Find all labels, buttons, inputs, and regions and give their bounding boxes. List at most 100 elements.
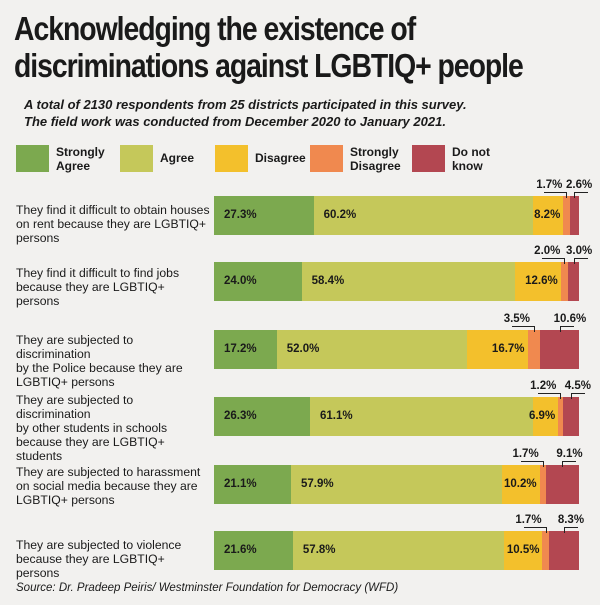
data-label: 10.6%: [553, 313, 587, 325]
chart-title: Acknowledging the existence of discrimin…: [14, 10, 599, 84]
data-label: 2.0%: [534, 245, 561, 257]
leader-line: [559, 326, 574, 327]
legend-label-line: Agree: [160, 151, 195, 165]
bar-segment: [533, 397, 559, 436]
bar-segment: [569, 196, 579, 235]
bar-segment: [504, 531, 543, 570]
data-label: 8.2%: [534, 209, 561, 221]
legend-label-line: Strongly: [56, 145, 105, 159]
legend-label-line: Disagree: [350, 159, 401, 173]
leader-line: [574, 192, 589, 193]
leader-line: [511, 326, 534, 327]
bar-row: 24.0% 58.4% 12.6%: [214, 262, 579, 301]
data-label: 60.2%: [323, 209, 357, 221]
bar-row: 26.3% 61.1% 6.9%: [214, 397, 579, 436]
legend-swatch: [412, 145, 445, 172]
category-label: They find it difficult to find jobs becau…: [16, 266, 211, 308]
legend-label: Strongly Disagree: [350, 145, 401, 173]
data-label: 12.6%: [525, 275, 558, 287]
category-label-line: LGBTIQ+ persons: [16, 493, 115, 507]
legend-label-line: Disagree: [255, 151, 306, 165]
category-label-line: They find it difficult to find jobs: [16, 266, 180, 280]
data-label: 9.1%: [556, 448, 583, 460]
data-label: 3.5%: [503, 313, 530, 325]
data-label: 58.4%: [311, 275, 345, 287]
data-label: 1.7%: [512, 448, 539, 460]
bar-segment: [214, 330, 277, 369]
bar-segment: [563, 196, 570, 235]
bar-segment: [466, 330, 528, 369]
category-label-line: They find it difficult to obtain houses: [16, 203, 210, 217]
subtitle-line-2: The field work was conducted from Decemb…: [24, 114, 446, 129]
category-label-line: by the Police because they are: [16, 361, 183, 375]
leader-line: [544, 192, 567, 193]
bar-segment: [292, 531, 505, 570]
leader-line: [574, 192, 576, 198]
legend-label: Do not know: [452, 145, 490, 173]
leader-line: [520, 461, 543, 462]
category-label-line: on rent because they are LGBTIQ+: [16, 217, 207, 231]
leader-line: [563, 527, 565, 533]
category-label: They are subjected to discrimination by t…: [16, 333, 211, 389]
legend-swatch: [310, 145, 343, 172]
data-label: 52.0%: [286, 343, 320, 355]
data-label: 3.0%: [566, 245, 593, 257]
category-label-line: because they are LGBTIQ+ persons: [16, 552, 165, 580]
leader-line: [562, 461, 577, 462]
legend-swatch: [16, 145, 49, 172]
data-label: 1.2%: [530, 380, 557, 392]
category-label: They find it difficult to obtain houses o…: [16, 203, 211, 245]
leader-line: [564, 258, 566, 264]
bar-segment: [568, 262, 579, 301]
leader-line: [533, 326, 535, 332]
bar-segment: [309, 397, 533, 436]
legend-label: Disagree: [255, 151, 306, 165]
data-label: 4.5%: [564, 380, 591, 392]
bar-segment: [214, 262, 302, 301]
bar-segment: [214, 465, 291, 504]
leader-line: [570, 393, 585, 394]
leader-line: [560, 393, 562, 399]
bar-segment: [548, 531, 579, 570]
category-label-line: They are subjected to violence: [16, 538, 182, 552]
legend-label: Agree: [160, 151, 194, 165]
bar-segment: [276, 330, 467, 369]
data-label: 6.9%: [528, 410, 556, 422]
bar-segment: [214, 531, 293, 570]
category-label-line: by other students in schools: [16, 421, 168, 435]
source-note: Source: Dr. Pradeep Peiris/ Westminster …: [16, 582, 399, 594]
data-label: 21.1%: [224, 478, 257, 490]
bar-segment: [301, 262, 515, 301]
bar-segment: [527, 330, 541, 369]
bar-segment: [545, 465, 579, 504]
bar-segment: [514, 262, 561, 301]
bar-segment: [540, 330, 579, 369]
legend-label: Strongly Agree: [56, 145, 105, 173]
data-label: 2.6%: [566, 179, 593, 191]
category-label: They are subjected to discrimination by o…: [16, 393, 211, 463]
bar-segment: [558, 397, 563, 436]
leader-line: [559, 326, 561, 332]
bar-row: 27.3% 60.2% 8.2%: [214, 196, 579, 235]
data-label: 1.7%: [515, 514, 542, 526]
category-label: They are subjected to harassment on socia…: [16, 465, 211, 507]
legend-swatch: [215, 145, 248, 172]
bar-segment: [214, 196, 314, 235]
bar-row: 21.1% 57.9% 10.2%: [214, 465, 579, 504]
category-label-line: because they are LGBTIQ+ students: [16, 435, 165, 463]
data-label: 24.0%: [224, 275, 257, 287]
leader-line: [523, 527, 546, 528]
bar-segment: [291, 465, 503, 504]
legend-swatch: [120, 145, 153, 172]
bar-segment: [313, 196, 534, 235]
bar-segment: [542, 531, 549, 570]
data-label: 8.3%: [557, 514, 585, 526]
title-line-2: discriminations against LGBTIQ+ people: [14, 47, 524, 84]
leader-line: [570, 393, 572, 399]
leader-line: [538, 393, 561, 394]
data-label: 10.2%: [503, 478, 537, 490]
leader-line: [562, 461, 564, 467]
category-label-line: They are subjected to discrimination: [16, 333, 134, 361]
data-label: 27.3%: [224, 209, 257, 221]
leader-line: [545, 527, 547, 533]
